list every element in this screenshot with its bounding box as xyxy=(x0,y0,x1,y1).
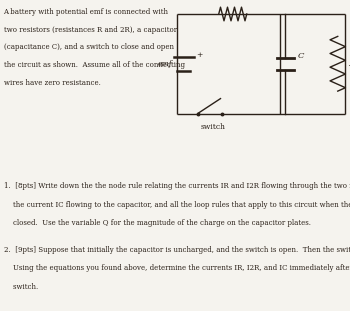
Text: +: + xyxy=(196,51,203,59)
Text: (capacitance C), and a switch to close and open: (capacitance C), and a switch to close a… xyxy=(4,43,174,51)
Text: A battery with potential emf is connected with: A battery with potential emf is connecte… xyxy=(4,8,168,16)
Text: switch.: switch. xyxy=(4,283,38,291)
Text: wires have zero resistance.: wires have zero resistance. xyxy=(4,79,100,87)
Text: 1.  [8pts] Write down the the node rule relating the currents IR and I2R flowing: 1. [8pts] Write down the the node rule r… xyxy=(4,182,350,190)
Text: Using the equations you found above, determine the currents IR, I2R, and IC imme: Using the equations you found above, det… xyxy=(4,264,350,272)
Text: 2.  [9pts] Suppose that initially the capacitor is uncharged, and the switch is : 2. [9pts] Suppose that initially the cap… xyxy=(4,246,350,254)
Text: the circuit as shown.  Assume all of the connecting: the circuit as shown. Assume all of the … xyxy=(4,61,184,69)
Text: two resistors (resistances R and 2R), a capacitor: two resistors (resistances R and 2R), a … xyxy=(4,26,177,34)
Text: R: R xyxy=(230,0,236,1)
Text: C: C xyxy=(298,52,304,60)
Text: the current IC flowing to the capacitor, and all the loop rules that apply to th: the current IC flowing to the capacitor,… xyxy=(4,201,350,209)
Text: 2R: 2R xyxy=(348,60,350,68)
Text: emf: emf xyxy=(158,60,172,68)
Text: closed.  Use the variable Q for the magnitude of the charge on the capacitor pla: closed. Use the variable Q for the magni… xyxy=(4,219,310,227)
Text: switch: switch xyxy=(201,123,226,131)
